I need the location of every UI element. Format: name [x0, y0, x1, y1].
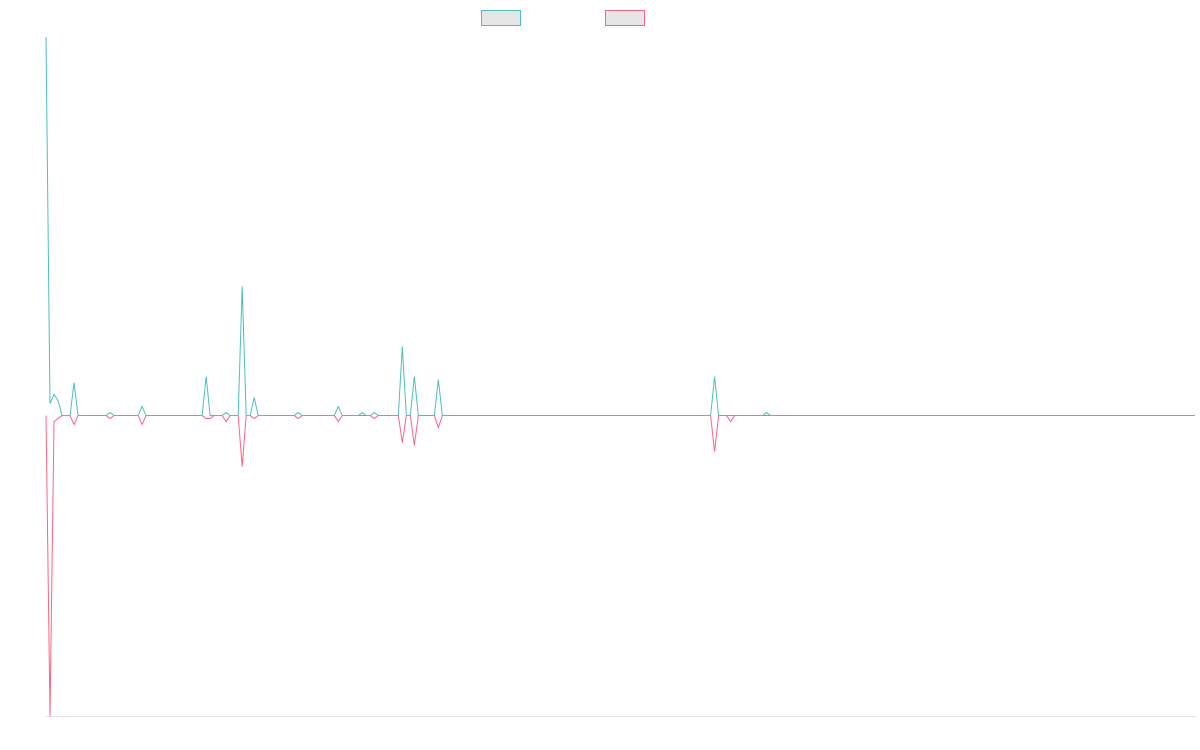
- legend-swatch: [605, 10, 645, 26]
- plot-area: [45, 36, 1195, 717]
- legend-swatch: [481, 10, 521, 26]
- series-line: [45, 36, 1195, 417]
- legend: [481, 10, 645, 26]
- series-line: [45, 415, 1195, 717]
